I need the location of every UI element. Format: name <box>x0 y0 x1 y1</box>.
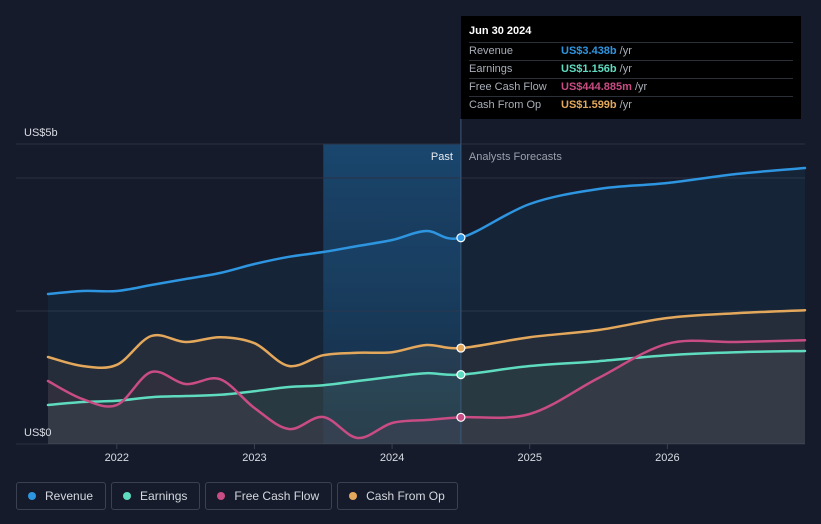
tooltip-row-value: US$444.885m <box>561 81 632 93</box>
legend-label: Cash From Op <box>366 489 445 503</box>
data-tooltip: Jun 30 2024 Revenue US$3.438b /yr Earnin… <box>461 16 801 119</box>
past-shade-rect <box>323 144 461 444</box>
tooltip-row-value: US$1.156b <box>561 63 617 75</box>
x-tick-label: 2023 <box>242 452 266 464</box>
legend-dot-icon <box>123 492 132 500</box>
tooltip-row-unit: /yr <box>619 99 632 111</box>
tooltip-row-unit: /yr <box>634 81 648 93</box>
forecast-label: Analysts Forecasts <box>469 151 562 163</box>
past-shade-region <box>323 144 461 444</box>
legend-item-cash-from-op[interactable]: Cash From Op <box>337 482 458 510</box>
x-tick-label: 2024 <box>380 452 404 464</box>
tooltip-row-revenue: Revenue US$3.438b /yr <box>469 42 793 60</box>
line-cash-from-op <box>46 308 807 370</box>
tooltip-row-name: Earnings <box>469 63 513 75</box>
tooltip-row-unit: /yr <box>619 45 632 57</box>
grid-lines <box>16 143 805 445</box>
line-revenue <box>46 166 807 296</box>
legend-dot-icon <box>217 492 226 500</box>
axis-labels: US$5b US$0 Past Analysts Forecasts <box>24 127 562 439</box>
line-free-cash-flow <box>46 338 807 440</box>
legend-label: Free Cash Flow <box>234 489 320 503</box>
y-axis-top-label: US$5b <box>24 127 58 139</box>
chart-legend: Revenue Earnings Free Cash Flow Cash Fro… <box>16 482 458 510</box>
x-tick-label: 2026 <box>655 452 679 464</box>
tooltip-row-earnings: Earnings US$1.156b /yr <box>469 60 793 78</box>
marker-cash-from-op <box>456 343 466 353</box>
legend-label: Revenue <box>45 489 94 503</box>
marker-free-cash-flow <box>456 412 466 422</box>
tooltip-row-cash-from-op: Cash From Op US$1.599b /yr <box>469 96 793 114</box>
tooltip-row-name: Revenue <box>469 45 514 57</box>
tooltip-row-value: US$1.599b <box>561 99 617 111</box>
x-tick-label: 2022 <box>105 452 129 464</box>
y-axis-bottom-label: US$0 <box>24 427 52 439</box>
past-label: Past <box>431 151 453 163</box>
series-areas <box>48 168 805 444</box>
legend-item-earnings[interactable]: Earnings <box>111 482 201 510</box>
tooltip-row-unit: /yr <box>619 63 632 75</box>
area-revenue <box>48 168 805 444</box>
area-cash-from-op <box>48 310 805 444</box>
area-earnings <box>48 351 805 444</box>
legend-label: Earnings <box>140 489 188 503</box>
legend-item-free-cash-flow[interactable]: Free Cash Flow <box>205 482 333 510</box>
x-tick-label: 2025 <box>517 452 541 464</box>
area-free-cash-flow <box>48 340 805 444</box>
tooltip-row-value: US$3.438b <box>561 45 617 57</box>
marker-revenue <box>456 233 466 243</box>
legend-item-revenue[interactable]: Revenue <box>16 482 107 510</box>
series-lines <box>46 166 807 440</box>
legend-dot-icon <box>28 492 36 500</box>
tooltip-row-name: Free Cash Flow <box>469 81 547 93</box>
line-earnings <box>46 349 807 407</box>
tooltip-row-free-cash-flow: Free Cash Flow US$444.885m /yr <box>469 78 793 96</box>
tooltip-date: Jun 30 2024 <box>469 25 532 37</box>
legend-dot-icon <box>349 492 358 500</box>
marker-earnings <box>456 370 466 380</box>
x-axis-ticks: 2022 2023 2024 2025 2026 <box>105 444 680 464</box>
tooltip-row-name: Cash From Op <box>469 99 542 111</box>
series-markers <box>456 233 466 422</box>
